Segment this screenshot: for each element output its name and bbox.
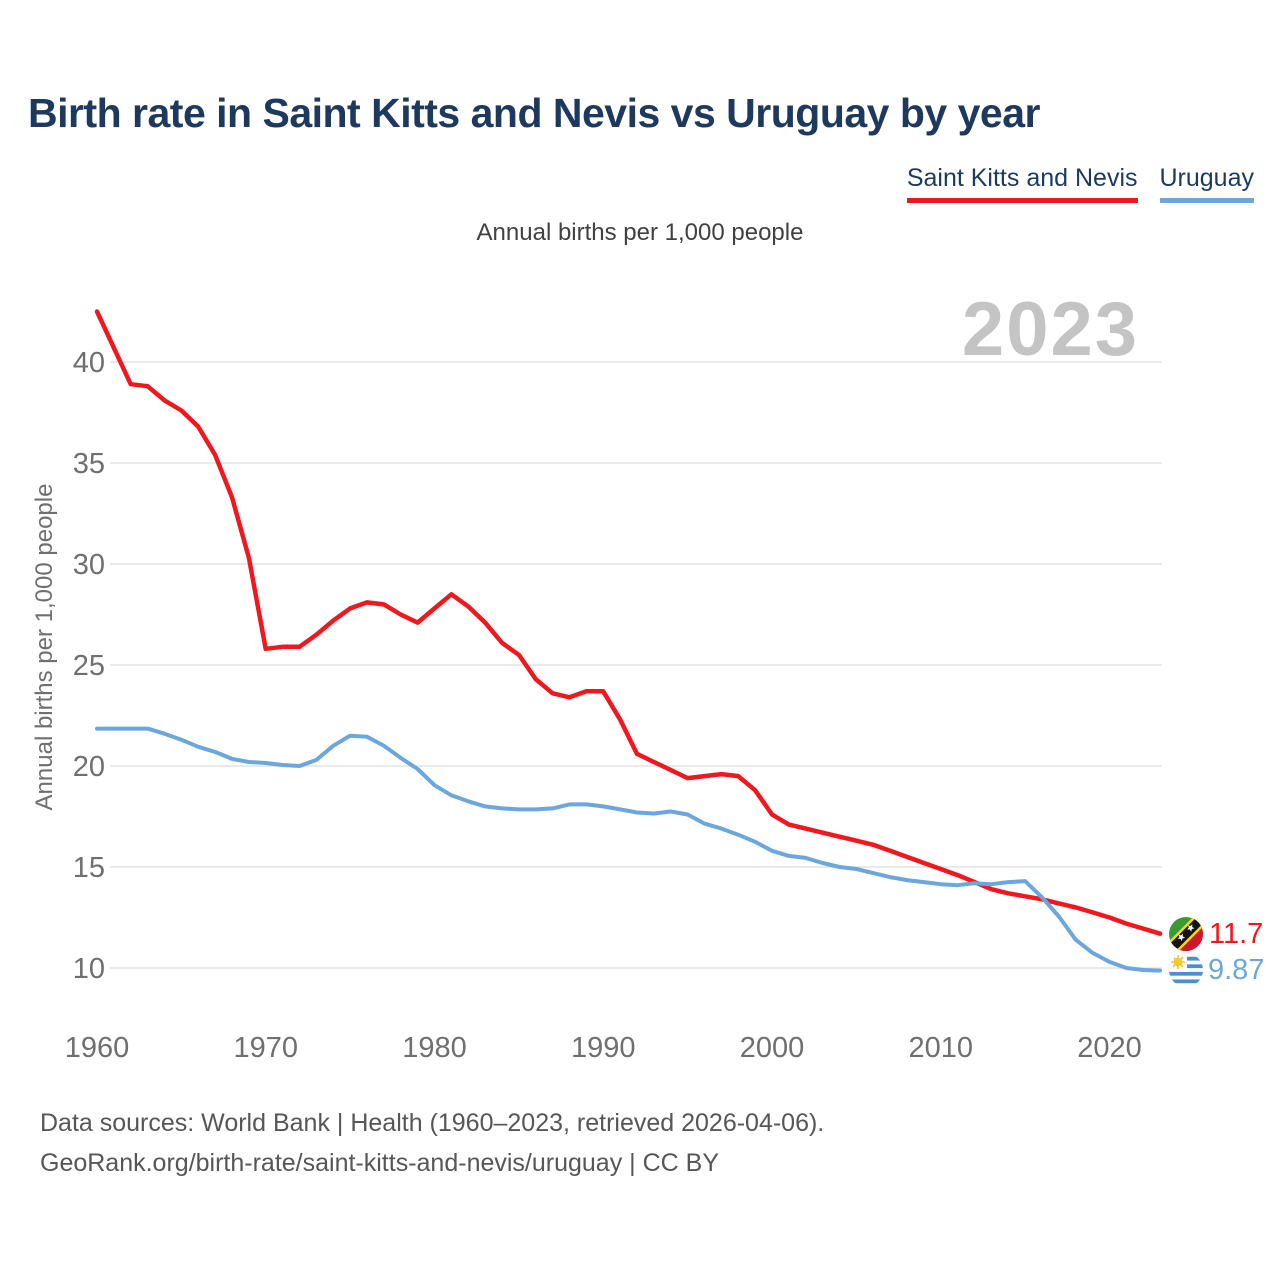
saint-kitts-and-nevis-value-label: 11.7 — [1209, 918, 1264, 950]
saint-kitts-and-nevis-line — [94, 309, 1163, 936]
chart-subtitle: Annual births per 1,000 people — [476, 219, 804, 246]
y-tick-35: 35 — [73, 448, 105, 480]
x-tick-2020: 2020 — [1077, 1032, 1142, 1064]
x-tick-2000: 2000 — [740, 1032, 805, 1064]
footer-license-line: GeoRank.org/birth-rate/saint-kitts-and-n… — [40, 1149, 720, 1177]
y-tick-40: 40 — [73, 347, 105, 379]
y-axis-title: Annual births per 1,000 people — [31, 483, 58, 811]
legend: Saint Kitts and Nevis Uruguay — [906, 164, 1254, 203]
x-tick-1980: 1980 — [402, 1032, 467, 1064]
y-tick-10: 10 — [73, 953, 105, 985]
y-tick-20: 20 — [73, 751, 105, 783]
uruguay-flag-icon — [1169, 953, 1203, 987]
x-tick-2010: 2010 — [908, 1032, 973, 1064]
y-tick-30: 30 — [73, 549, 105, 581]
footer-source-line: Data sources: World Bank | Health (1960–… — [40, 1109, 825, 1137]
legend-item-uruguay[interactable]: Uruguay — [1159, 164, 1254, 203]
watermark-year: 2023 — [961, 287, 1139, 372]
x-tick-1970: 1970 — [233, 1032, 298, 1064]
legend-item-saint-kitts-and-nevis[interactable]: Saint Kitts and Nevis — [906, 164, 1138, 203]
x-tick-1990: 1990 — [571, 1032, 636, 1064]
page-title: Birth rate in Saint Kitts and Nevis vs U… — [28, 90, 1040, 136]
footer: Data sources: World Bank | Health (1960–… — [40, 1103, 824, 1183]
y-tick-25: 25 — [73, 650, 105, 682]
x-tick-1960: 1960 — [65, 1032, 130, 1064]
saint-kitts-and-nevis-flag-icon — [1169, 917, 1203, 951]
y-tick-15: 15 — [73, 852, 105, 884]
uruguay-line — [95, 726, 1163, 973]
uruguay-value-label: 9.87 — [1208, 954, 1265, 986]
